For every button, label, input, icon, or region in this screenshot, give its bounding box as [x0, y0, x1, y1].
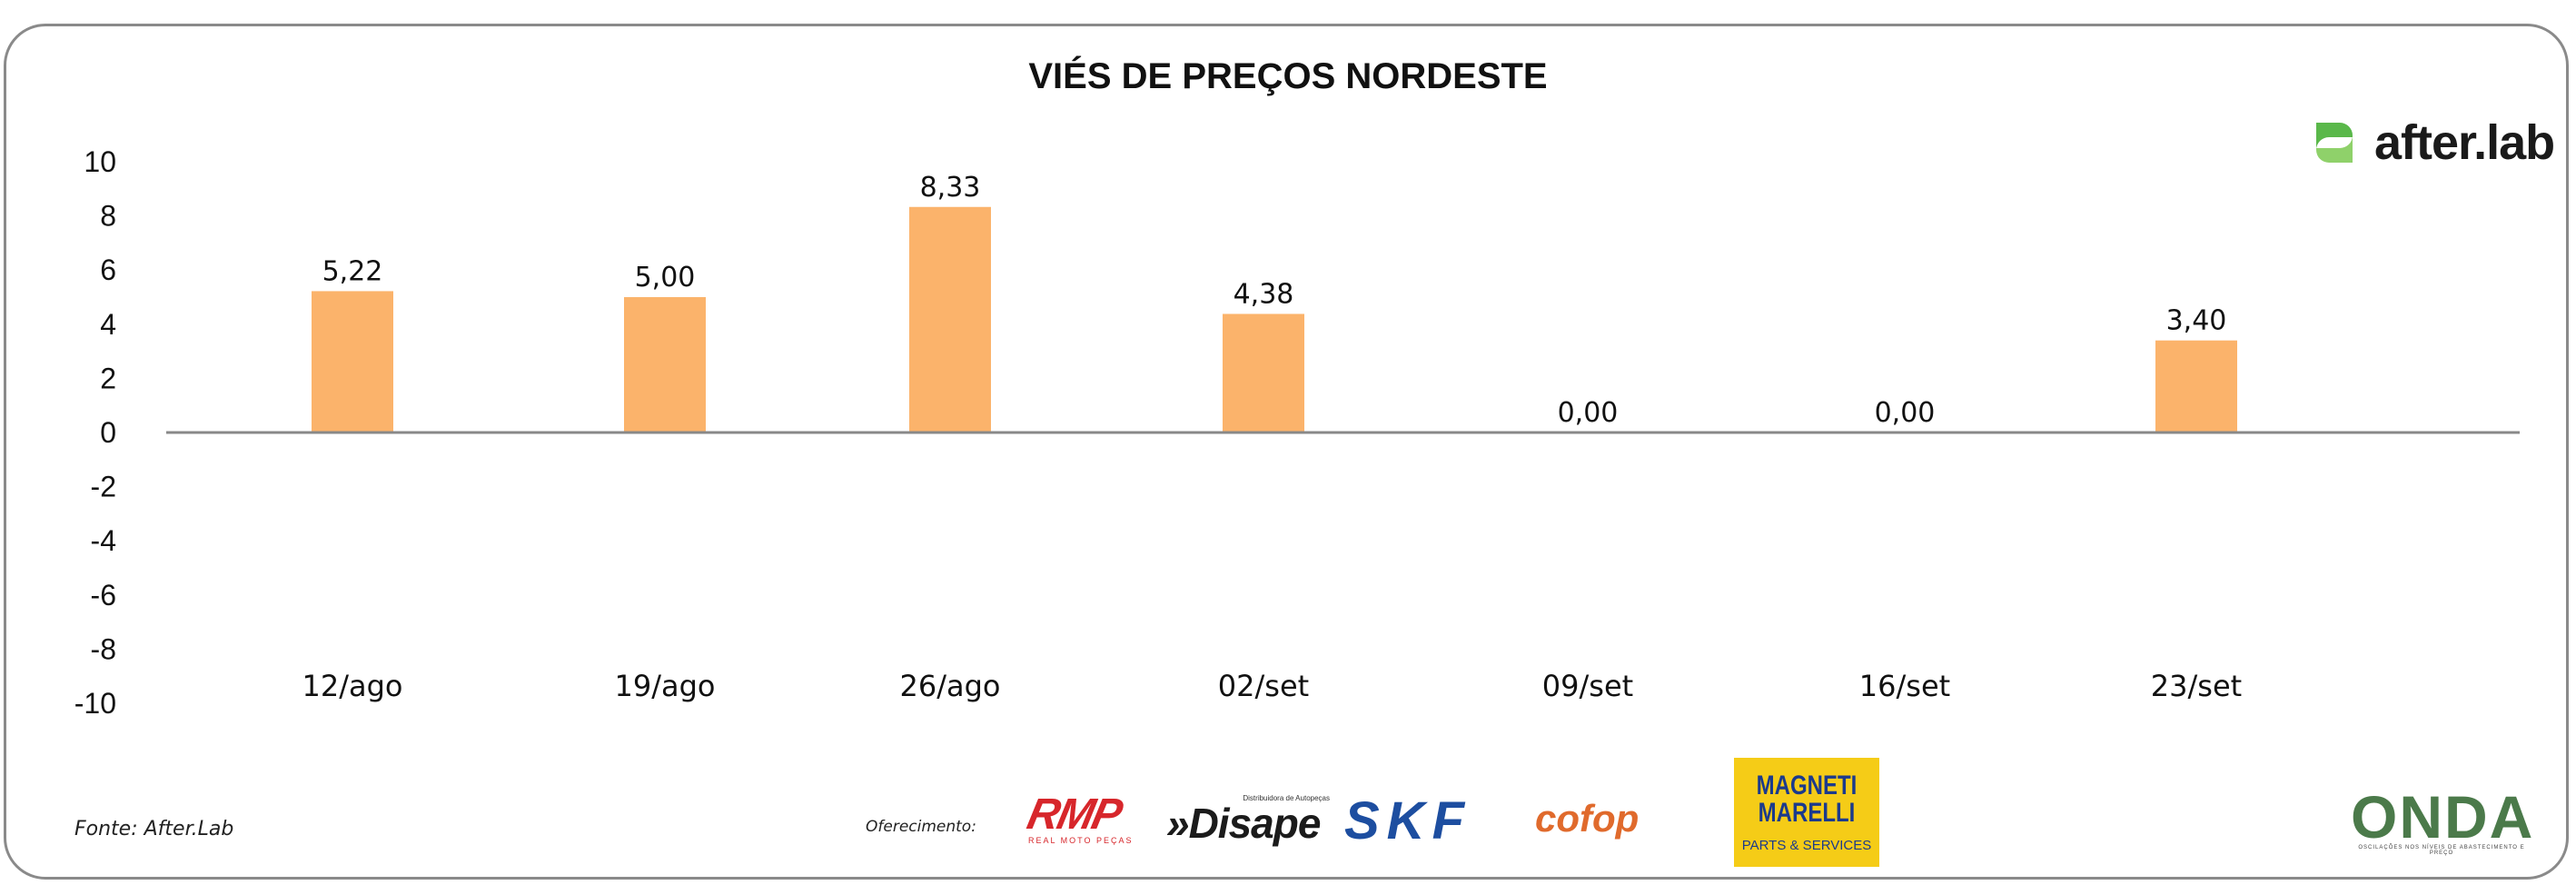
data-label: 4,38 — [1234, 278, 1294, 310]
bar — [1223, 313, 1304, 433]
rmp-logo: RMP REAL MOTO PEÇAS — [1023, 791, 1146, 845]
y-tick-label: -4 — [91, 524, 116, 557]
x-category-label: 12/ago — [302, 669, 403, 703]
data-label: 0,00 — [1558, 397, 1619, 429]
y-tick-label: -10 — [74, 687, 116, 720]
y-tick-label: 8 — [100, 200, 116, 233]
rmp-logo-text: RMP — [1023, 791, 1125, 839]
y-tick-label: 4 — [100, 308, 116, 341]
cofop-logo: cofop — [1535, 797, 1640, 840]
data-label: 5,00 — [635, 262, 696, 293]
source-note: Fonte: After.Lab — [74, 818, 234, 840]
disape-logo-text: »Disape — [1166, 800, 1321, 847]
x-category-label: 26/ago — [900, 669, 1001, 703]
chart-frame — [4, 24, 2569, 880]
disape-logo-subtitle: Distribuidora de Autopeças — [1243, 794, 1330, 802]
data-label: 8,33 — [920, 172, 981, 204]
x-category-label: 19/ago — [615, 669, 716, 703]
onda-logo: ONDA OSCILAÇÕES NOS NÍVEIS DE ABASTECIME… — [2351, 783, 2535, 856]
sponsor-label: Oferecimento: — [866, 818, 976, 836]
data-label: 5,22 — [322, 255, 383, 287]
x-category-label: 23/set — [2151, 669, 2242, 703]
magneti-marelli-logo-subtitle: PARTS & SERVICES — [1741, 838, 1872, 853]
y-tick-label: -2 — [91, 471, 116, 503]
bar — [909, 206, 991, 433]
y-tick-label: 10 — [84, 145, 116, 178]
after-lab-logo-icon — [2316, 123, 2353, 163]
x-category-label: 16/set — [1859, 669, 1950, 703]
y-tick-label: -6 — [91, 579, 116, 612]
bar — [312, 291, 393, 433]
y-tick-label: 2 — [100, 362, 116, 394]
x-category-label: 09/set — [1542, 669, 1633, 703]
data-label: 3,40 — [2166, 305, 2227, 337]
after-lab-wordmark: after.lab — [2374, 115, 2555, 170]
y-tick-label: 6 — [100, 254, 116, 286]
magneti-marelli-logo-text: MAGNETI MARELLI — [1756, 771, 1858, 828]
disape-logo: Distribuidora de Autopeças »Disape — [1166, 794, 1330, 844]
magneti-marelli-logo: MAGNETI MARELLI PARTS & SERVICES — [1734, 758, 1879, 867]
rmp-logo-subtitle: REAL MOTO PEÇAS — [1028, 836, 1134, 845]
chart-title: VIÉS DE PREÇOS NORDESTE — [1028, 56, 1548, 96]
x-category-label: 02/set — [1218, 669, 1309, 703]
bar — [624, 297, 706, 433]
data-label: 0,00 — [1875, 397, 1936, 429]
after-lab-brand: after.lab — [2304, 114, 2555, 171]
onda-logo-text: ONDA — [2351, 783, 2535, 850]
y-tick-label: -8 — [91, 632, 116, 665]
bar — [2155, 340, 2237, 433]
skf-logo: SKF — [1344, 791, 1471, 850]
y-tick-label: 0 — [100, 416, 116, 449]
onda-logo-subtitle: OSCILAÇÕES NOS NÍVEIS DE ABASTECIMENTO E… — [2358, 845, 2525, 856]
